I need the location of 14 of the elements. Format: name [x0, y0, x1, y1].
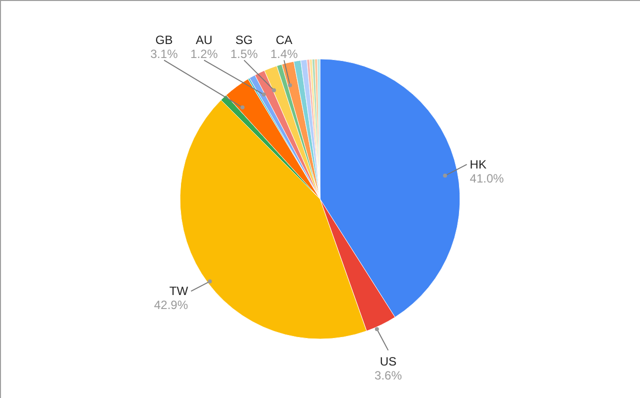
slice-label: TW	[169, 284, 189, 298]
slice-label: US	[380, 354, 397, 368]
data-label: 42.9%	[154, 298, 188, 312]
data-label: 1.5%	[230, 47, 258, 62]
data-label: 41.0%	[470, 171, 504, 186]
slice-label: GB	[155, 33, 173, 48]
data-label: 1.2%	[190, 47, 218, 62]
data-label: 3.1%	[150, 47, 178, 62]
slice-label: HK	[470, 157, 486, 172]
slice-label: AU	[196, 33, 212, 48]
data-label: 3.6%	[374, 368, 402, 382]
slice-label: SG	[235, 33, 253, 48]
slice-label: CA	[276, 33, 292, 48]
data-label: 1.4%	[270, 47, 298, 62]
